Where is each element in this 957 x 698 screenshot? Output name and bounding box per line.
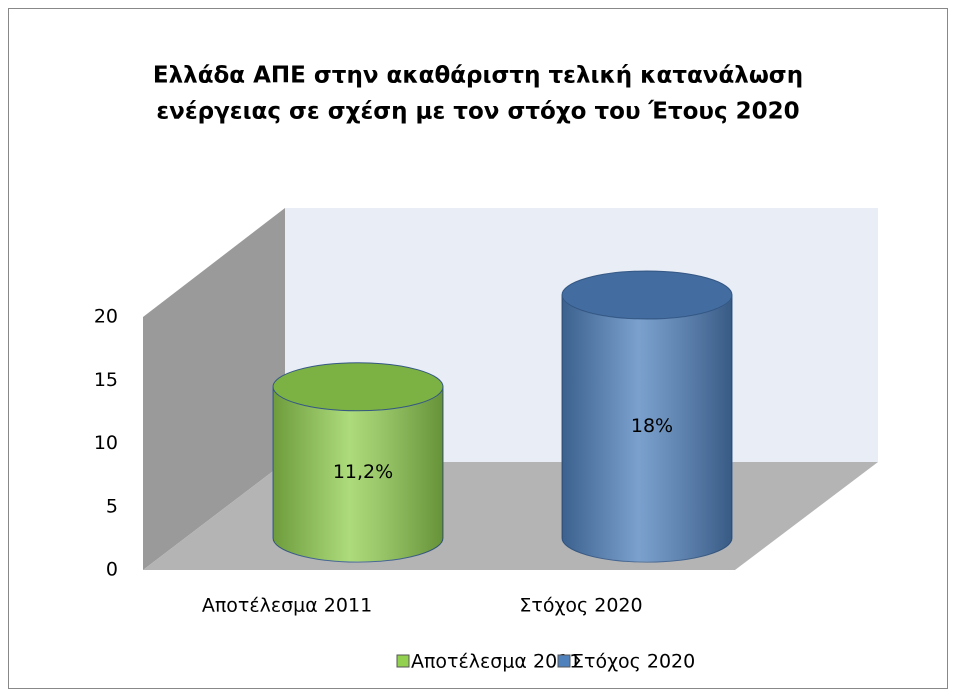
chart-title: Ελλάδα ΑΠΕ στην ακαθάριστη τελική κατανά… bbox=[153, 63, 803, 89]
legend-swatch bbox=[557, 654, 571, 668]
y-tick-label: 15 bbox=[94, 369, 118, 391]
cylinder-top-shade bbox=[273, 362, 443, 411]
data-label: 11,2% bbox=[333, 461, 393, 483]
legend-label: Αποτέλεσμα 2011 bbox=[411, 651, 581, 673]
y-tick-label: 5 bbox=[106, 495, 118, 517]
x-tick-label: Στόχος 2020 bbox=[519, 595, 642, 617]
legend-label: Στόχος 2020 bbox=[572, 651, 695, 673]
cylinder-top bbox=[272, 362, 444, 412]
cylinder-top bbox=[561, 270, 733, 320]
cylinder-shade bbox=[273, 386, 443, 562]
y-tick-label: 0 bbox=[106, 559, 118, 581]
x-tick-label: Αποτέλεσμα 2011 bbox=[202, 595, 372, 617]
y-tick-label: 20 bbox=[94, 306, 118, 328]
cylinder-top-shade bbox=[562, 271, 732, 319]
y-tick-label: 10 bbox=[94, 432, 118, 454]
chart-title: ενέργειας σε σχέση με τον στόχο του Έτου… bbox=[156, 99, 799, 125]
data-label: 18% bbox=[631, 415, 673, 437]
cylinder-shade bbox=[562, 295, 732, 562]
legend-swatch bbox=[396, 654, 410, 668]
side-wall bbox=[143, 208, 285, 570]
